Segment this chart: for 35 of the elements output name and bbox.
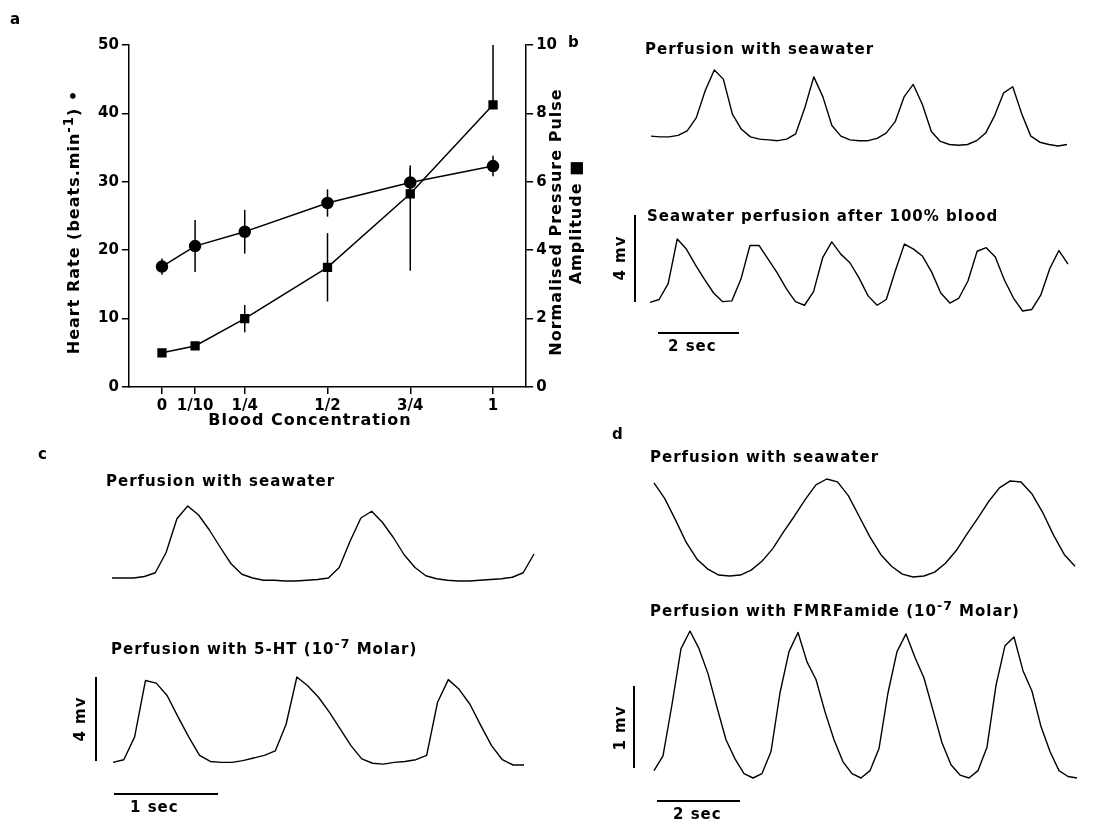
y2-tick-label: 8 — [536, 103, 547, 122]
y2-tick-label: 10 — [536, 34, 557, 53]
y-tick-label: 50 — [98, 34, 119, 53]
chart-title: Seawater perfusion after 100% blood — [647, 207, 999, 225]
y-tick-label: 20 — [98, 240, 119, 259]
x-tick-label: 1 — [487, 395, 499, 414]
y2-tick-label: 0 — [536, 376, 547, 395]
chart-title: Perfusion with seawater — [650, 448, 880, 466]
x-tick-label: 0 — [156, 395, 168, 414]
point — [238, 225, 251, 238]
text: d — [612, 425, 624, 443]
chart-title: Perfusion with seawater — [645, 40, 875, 58]
y-tick-label: 40 — [98, 103, 119, 122]
y2-tick-label: 2 — [536, 308, 547, 327]
chart-title: Perfusion with FMRFamide (10$^{-7}$ Molar) — [650, 598, 1020, 620]
text: 1 sec — [130, 798, 179, 816]
point — [157, 348, 167, 358]
point — [488, 100, 498, 110]
y-tick-label: 30 — [98, 171, 119, 190]
y-tick-label: 0 — [108, 376, 119, 395]
y2-tick-label: 6 — [536, 171, 547, 190]
text: c — [38, 445, 48, 463]
y2-axis-title: Normalised Pressure Pulse Amplitude ■ — [546, 87, 586, 358]
point — [190, 341, 200, 351]
text: 2 sec — [668, 337, 717, 355]
y2-tick-label: 4 — [536, 240, 547, 259]
text: 2 sec — [673, 805, 722, 823]
text: 4 mv — [611, 235, 629, 281]
chart-title: Perfusion with 5-HT (10$^{-7}$ Molar) — [111, 636, 418, 658]
text: b — [568, 33, 580, 51]
text: 1 mv — [611, 705, 629, 751]
y-tick-label: 10 — [98, 308, 119, 327]
text: 4 mv — [71, 696, 89, 742]
text: a — [10, 10, 22, 28]
chart-title: Perfusion with seawater — [106, 472, 336, 490]
